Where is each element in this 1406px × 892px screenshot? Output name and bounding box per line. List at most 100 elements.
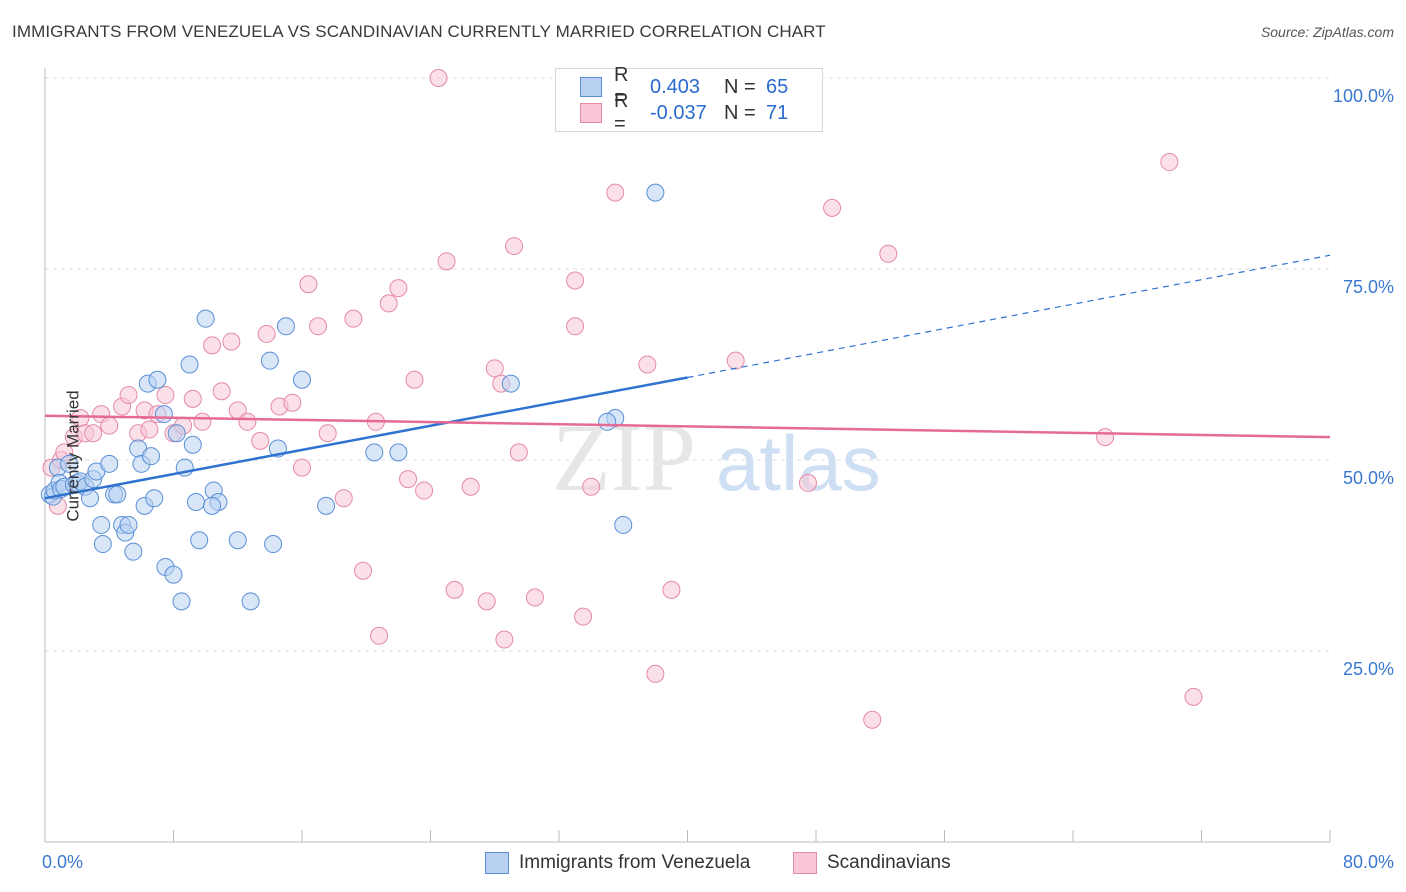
point-scandinavians: [251, 431, 270, 450]
watermark: ZIP atlas: [552, 404, 881, 511]
point-venezuela: [196, 309, 215, 328]
point-scandinavians: [299, 275, 318, 294]
point-scandinavians: [334, 489, 353, 508]
point-scandinavians: [405, 370, 424, 389]
point-scandinavians: [222, 332, 241, 351]
point-venezuela: [180, 355, 199, 374]
legend-label-venezuela: Immigrants from Venezuela: [519, 852, 751, 873]
point-scandinavians: [566, 271, 585, 290]
point-venezuela: [317, 496, 336, 515]
n-value: 71: [766, 101, 789, 124]
axes: [44, 68, 1331, 843]
point-venezuela: [119, 515, 138, 534]
point-scandinavians: [283, 393, 302, 412]
point-scandinavians: [293, 458, 311, 477]
point-venezuela: [190, 531, 209, 550]
point-scandinavians: [485, 359, 504, 378]
point-scandinavians: [140, 420, 159, 439]
point-scandinavians: [1096, 428, 1115, 447]
watermark-atlas: atlas: [716, 419, 881, 507]
point-scandinavians: [156, 386, 175, 405]
point-scandinavians: [257, 324, 276, 343]
point-venezuela: [93, 535, 112, 554]
point-scandinavians: [1184, 687, 1203, 706]
y-tick-75: 75.0%: [1342, 277, 1394, 297]
point-scandinavians: [309, 317, 328, 336]
point-scandinavians: [798, 473, 817, 492]
series-legend: Immigrants from Venezuela Scandinavians: [0, 852, 1406, 878]
point-venezuela: [183, 435, 202, 454]
legend-row-scandinavians: R = -0.037 N = 71: [580, 90, 789, 135]
point-scandinavians: [344, 309, 363, 328]
point-venezuela: [365, 443, 384, 462]
r-label: R =: [614, 64, 629, 109]
correlation-legend: R = 0.403 N = 65 R = -0.037 N = 71: [555, 64, 823, 135]
point-scandinavians: [606, 183, 625, 202]
point-scandinavians: [461, 477, 480, 496]
point-scandinavians: [429, 69, 448, 87]
point-scandinavians: [525, 588, 544, 607]
x-tick-min: 0.0%: [42, 852, 84, 872]
legend-swatch-blue: [485, 852, 509, 874]
point-scandinavians: [415, 481, 434, 500]
point-venezuela: [92, 515, 111, 534]
trend-venezuela-solid: [44, 376, 688, 500]
y-tick-100: 100.0%: [1332, 86, 1394, 106]
point-scandinavians: [863, 710, 882, 729]
point-venezuela: [260, 351, 279, 370]
point-venezuela: [154, 405, 173, 424]
point-scandinavians: [726, 351, 745, 370]
point-venezuela: [124, 542, 143, 561]
point-venezuela: [108, 485, 127, 504]
point-venezuela: [186, 493, 205, 512]
point-scandinavians: [638, 355, 657, 374]
point-venezuela: [276, 317, 295, 336]
point-scandinavians: [238, 412, 257, 431]
n-label: N =: [724, 101, 756, 124]
point-scandinavians: [582, 477, 601, 496]
point-scandinavians: [100, 416, 119, 435]
trend-lines: [44, 254, 1331, 500]
point-venezuela: [264, 535, 283, 554]
point-scandinavians: [495, 630, 514, 649]
chart-source: Source: ZipAtlas.com: [1260, 24, 1394, 40]
legend-swatch-blue: [580, 77, 602, 97]
point-scandinavians: [505, 237, 524, 256]
point-scandinavians: [437, 252, 456, 271]
chart-title: IMMIGRANTS FROM VENEZUELA VS SCANDINAVIA…: [12, 22, 826, 41]
point-venezuela: [598, 412, 617, 431]
point-venezuela: [614, 515, 633, 534]
point-scandinavians: [183, 389, 202, 408]
point-scandinavians: [823, 198, 842, 217]
watermark-zip: ZIP: [552, 404, 696, 511]
point-scandinavians: [445, 580, 464, 599]
point-scandinavians: [119, 386, 138, 405]
point-scandinavians: [84, 424, 103, 443]
legend-item-scandinavians: Scandinavians: [793, 852, 951, 874]
n-value: 65: [766, 75, 789, 98]
n-label: N =: [724, 75, 756, 98]
r-label: R =: [614, 90, 629, 135]
y-tick-50: 50.0%: [1342, 468, 1394, 488]
point-scandinavians: [379, 294, 398, 313]
point-scandinavians: [879, 244, 898, 263]
trend-venezuela-dashed: [687, 254, 1331, 379]
trend-scandinavians: [44, 414, 1331, 439]
legend-swatch-pink: [793, 852, 817, 874]
point-venezuela: [172, 592, 191, 611]
point-venezuela: [228, 531, 247, 550]
point-scandinavians: [354, 561, 373, 580]
y-axis-label: Currently Married: [63, 390, 83, 522]
point-scandinavians: [318, 424, 337, 443]
point-venezuela: [100, 454, 119, 473]
point-venezuela: [389, 443, 408, 462]
point-scandinavians: [1160, 153, 1179, 172]
point-venezuela: [293, 370, 311, 389]
point-venezuela: [80, 489, 99, 508]
gridlines: [45, 77, 1330, 652]
point-scandinavians: [509, 443, 528, 462]
point-scandinavians: [662, 580, 681, 599]
point-scandinavians: [203, 336, 222, 355]
point-scandinavians: [399, 470, 418, 489]
point-venezuela: [60, 454, 79, 473]
